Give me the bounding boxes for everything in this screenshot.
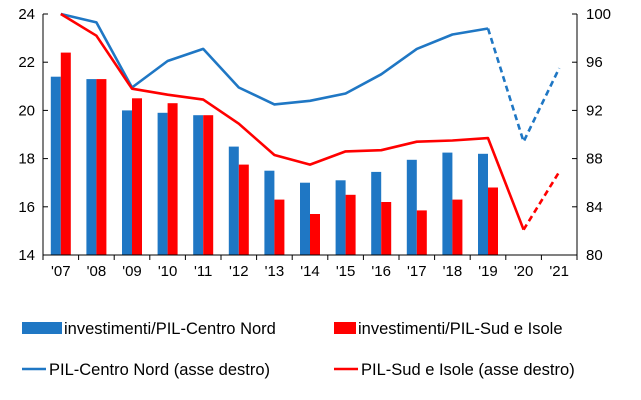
x-tick-label-15: '15 [336,263,356,280]
bar-centro-nord-15 [335,180,346,255]
x-tick-label-11: '11 [194,263,212,280]
x-tick-label-20: '20 [514,263,534,280]
bar-sud-isole-18 [452,199,463,255]
bar-centro-nord-11 [193,115,204,255]
x-tick-label-13: '13 [265,263,285,280]
bar-centro-nord-12 [228,146,239,255]
x-tick-label-10: '10 [158,263,178,280]
x-tick-label-12: '12 [229,263,249,280]
bar-sud-isole-17 [416,210,427,255]
right-tick-label-100: 100 [586,6,611,23]
line-pil-centro-nord [60,12,489,106]
right-tick-label-84: 84 [586,199,603,216]
x-tick-label-17: '17 [407,263,427,280]
bar-sud-isole-16 [381,202,392,255]
left-tick-label-16: 16 [18,199,35,216]
line-pil-sud-isole-projection [522,171,561,231]
x-tick-label-16: '16 [371,263,391,280]
bar-sud-isole-09 [132,98,142,255]
x-tick-label-07: '07 [51,263,71,280]
bar-sud-isole-13 [274,199,285,255]
legend-swatch-investimenti-sud-isole [334,322,356,334]
bar-sud-isole-12 [238,164,249,255]
bar-centro-nord-07 [50,76,61,255]
left-tick-label-14: 14 [18,247,35,264]
x-tick-label-14: '14 [300,263,320,280]
bar-centro-nord-13 [264,170,275,255]
bar-sud-isole-19 [488,187,498,255]
legend-label-investimenti-sud-isole: investimenti/PIL-Sud e Isole [358,320,563,338]
legend-label-investimenti-centro-nord: investimenti/PIL-Centro Nord [64,320,276,338]
bar-centro-nord-19 [478,153,488,255]
bar-centro-nord-14 [300,182,310,255]
x-tick-label-21: '21 [549,263,569,280]
legend-label-pil-sud-isole: PIL-Sud e Isole (asse destro) [361,361,575,379]
x-tick-label-09: '09 [122,263,142,280]
bar-centro-nord-09 [122,110,132,256]
left-tick-label-18: 18 [18,151,35,168]
left-tick-label-22: 22 [18,54,35,71]
bar-centro-nord-17 [406,159,417,255]
bar-sud-isole-10 [167,103,178,255]
x-tick-label-18: '18 [443,263,463,280]
left-tick-label-20: 20 [18,102,35,119]
x-tick-label-08: '08 [87,263,107,280]
left-tick-label-24: 24 [18,6,35,23]
right-tick-label-92: 92 [586,102,603,119]
legend-label-pil-centro-nord: PIL-Centro Nord (asse destro) [49,361,270,379]
bar-centro-nord-18 [442,152,453,255]
line-pil-centro-nord-projection [486,28,561,146]
bar-centro-nord-10 [157,112,168,255]
bar-centro-nord-16 [371,171,382,255]
bar-sud-isole-15 [345,194,356,256]
bar-sud-isole-08 [96,79,107,255]
x-tick-label-19: '19 [478,263,498,280]
bar-sud-isole-07 [60,52,71,255]
right-tick-label-96: 96 [586,54,603,71]
bar-centro-nord-08 [86,79,97,255]
bar-sud-isole-11 [203,115,214,255]
legend-swatch-investimenti-centro-nord [22,322,62,334]
right-tick-label-88: 88 [586,151,603,168]
line-pil-sud-isole [60,12,525,231]
bar-sud-isole-14 [310,214,320,255]
right-tick-label-80: 80 [586,247,603,264]
